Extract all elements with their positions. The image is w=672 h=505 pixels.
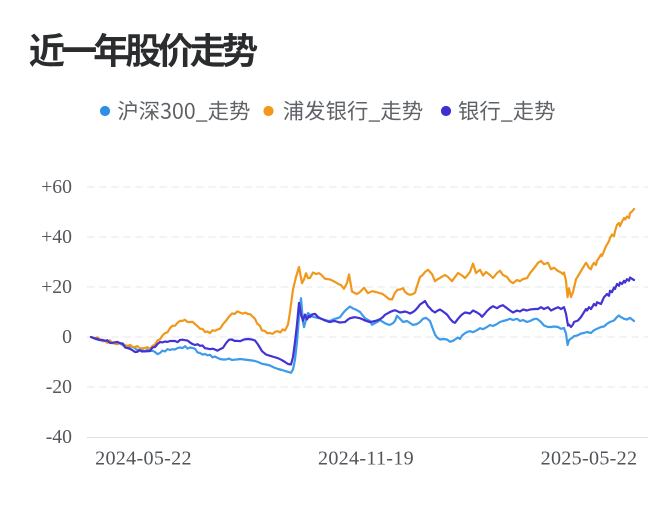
svg-text:2024-05-22: 2024-05-22 (95, 448, 192, 470)
svg-text:-20: -20 (46, 376, 72, 398)
svg-text:+40: +40 (41, 226, 72, 248)
svg-text:+20: +20 (41, 276, 72, 298)
svg-text:+60: +60 (41, 176, 72, 198)
svg-text:0: 0 (62, 326, 72, 348)
svg-text:2024-11-19: 2024-11-19 (318, 448, 414, 470)
svg-text:2025-05-22: 2025-05-22 (541, 448, 638, 470)
svg-text:-40: -40 (46, 426, 72, 448)
